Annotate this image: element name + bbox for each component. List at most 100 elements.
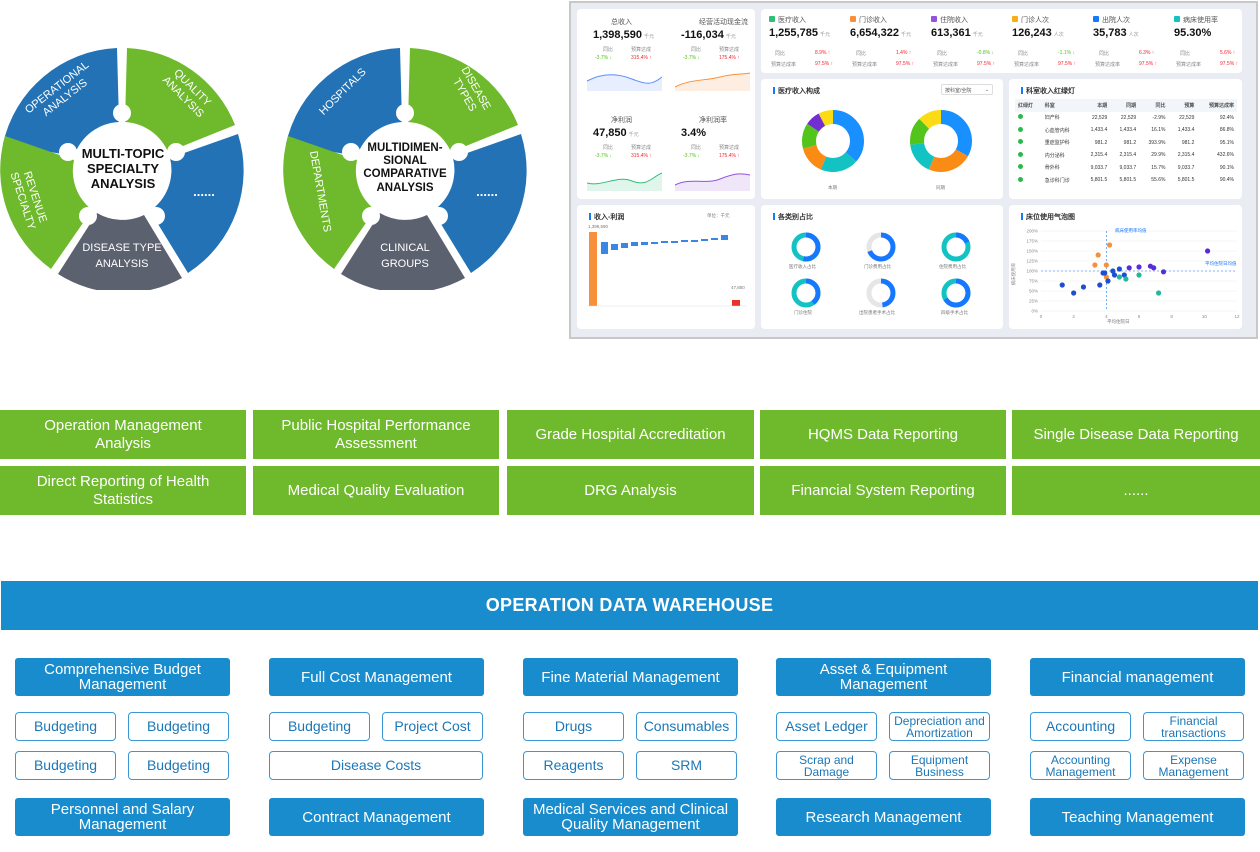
- module-bottom-button[interactable]: Research Management: [776, 798, 991, 836]
- module-bottom-button[interactable]: Contract Management: [269, 798, 484, 836]
- sub-module-button[interactable]: Financial transactions: [1143, 712, 1244, 741]
- table-header-cell: 同期: [1110, 99, 1140, 112]
- kpi-number: 95.30%: [1174, 27, 1212, 39]
- table-header-cell: 本期: [1081, 99, 1111, 112]
- status-cell: [1015, 149, 1042, 162]
- sub-module-button[interactable]: Disease Costs: [269, 751, 483, 780]
- kpi-card: 经营活动现金流 -116,034 千元 同比 预算达成 -3.7% ↓ 175.4% ↑: [677, 15, 757, 105]
- table-cell: 2,315.4: [1090, 152, 1108, 159]
- kpi-number: 35,783: [1093, 27, 1127, 39]
- svg-text:......: ......: [476, 184, 498, 199]
- report-tag[interactable]: HQMS Data Reporting: [760, 410, 1006, 459]
- table-cell: 9,033.7: [1090, 164, 1108, 171]
- x-tick-label: 8: [1170, 314, 1173, 319]
- report-tag[interactable]: Grade Hospital Accreditation: [507, 410, 754, 459]
- kpi-budget: 97.5% ↑: [896, 61, 915, 67]
- sub-module-button[interactable]: Budgeting: [128, 712, 229, 741]
- report-tag[interactable]: Direct Reporting of Health Statistics: [0, 466, 246, 515]
- sub-module-button[interactable]: Budgeting: [15, 712, 116, 741]
- bubble-chart: 200% 175% 150% 125% 100% 75% 50% 25% 0%0 2 4 6 8 10 12…: [1010, 229, 1240, 320]
- kpi-budget: 175.4% ↑: [719, 153, 740, 159]
- table-cell: 9,033.7: [1119, 164, 1137, 171]
- y-axis-label: 病床使用率: [1010, 262, 1017, 285]
- table-cell: 95.1%: [1219, 139, 1234, 146]
- y-tick-label: 125%: [1026, 259, 1038, 264]
- sub-module-button[interactable]: Consumables: [636, 712, 737, 741]
- panel-title: 收入-利润: [589, 212, 624, 222]
- module-bottom-button[interactable]: Personnel and Salary Management: [15, 798, 230, 836]
- kpi-label: 医疗收入: [778, 17, 806, 24]
- kpi-label: 门诊人次: [1021, 17, 1049, 24]
- sub-module-button[interactable]: Budgeting: [269, 712, 370, 741]
- module-title-button[interactable]: Comprehensive Budget Management: [15, 658, 230, 696]
- kpi-top-panel: 医疗收入 1,255,785 千元 同比 8.9% ↑ 预算达成率 97.5% ↑ 门诊收入 6…: [761, 9, 1242, 73]
- table-cell: 393.9%: [1148, 139, 1166, 146]
- status-dot-icon: [1018, 114, 1023, 120]
- module-title-button[interactable]: Fine Material Management: [523, 658, 738, 696]
- table-cell: 90.1%: [1219, 164, 1234, 171]
- warehouse-banner: OPERATION DATA WAREHOUSE: [1, 581, 1258, 630]
- multi-topic-wheel: OPERATIONALANALYSIS QUALITYANALYSIS ....…: [0, 0, 260, 290]
- sub-module-button[interactable]: Reagents: [523, 751, 624, 780]
- table-row[interactable]: 急诊科门诊 5,801.5 5,801.5 55.6% 5,801.5 90.4%: [1015, 174, 1237, 187]
- kpi-budget: 315.4% ↑: [631, 153, 652, 159]
- y-tick-label: 200%: [1026, 229, 1038, 234]
- report-tag[interactable]: Operation Management Analysis: [0, 410, 246, 459]
- kpi-icon: [769, 16, 775, 22]
- table-row[interactable]: 内分泌科 2,315.4 2,315.4 29.9% 2,315.4 432.6%: [1015, 149, 1237, 162]
- report-tag[interactable]: DRG Analysis: [507, 466, 754, 515]
- kpi-unit: 千元: [725, 34, 736, 40]
- table-row[interactable]: 妇产科 22,529 22,529 -2.9% 22,529 92.4%: [1015, 112, 1237, 125]
- table-cell: 9,033.7: [1177, 164, 1195, 171]
- report-tag[interactable]: Public Hospital Performance Assessment: [253, 410, 499, 459]
- report-tag[interactable]: ......: [1012, 466, 1260, 515]
- kpi-value: 1,398,590 千元: [593, 29, 654, 41]
- report-tag[interactable]: Medical Quality Evaluation: [253, 466, 499, 515]
- sub-module-button[interactable]: Budgeting: [128, 751, 229, 780]
- sub-module-button[interactable]: Project Cost: [382, 712, 483, 741]
- trend-line: [587, 172, 662, 191]
- trend-line: [587, 74, 662, 91]
- sub-module-button[interactable]: Scrap and Damage: [776, 751, 877, 780]
- bubble-point: [1160, 269, 1167, 275]
- table-row[interactable]: 心血管内科 1,433.4 1,433.4 16.1% 1,433.4 86.8%: [1015, 124, 1237, 137]
- table-cell: 981.2: [1094, 139, 1108, 146]
- sub-module-button[interactable]: Expense Management: [1143, 751, 1244, 780]
- module-bottom-button[interactable]: Teaching Management: [1030, 798, 1245, 836]
- module-title-button[interactable]: Full Cost Management: [269, 658, 484, 696]
- x-axis-label: 平均住院日: [1107, 319, 1130, 324]
- bubble-point: [1136, 264, 1142, 270]
- report-tag[interactable]: Single Disease Data Reporting: [1012, 410, 1260, 459]
- donut-label: 同期: [936, 185, 945, 190]
- bubble-panel: 床位使用气泡图 200% 175% 150% 125% 100% 75% 50% 25% 0% 0…: [1009, 205, 1242, 329]
- status-cell: [1015, 162, 1042, 175]
- waterfall-last-value: 47,850: [731, 285, 745, 290]
- kpi-yoy: -3.7% ↓: [683, 153, 700, 159]
- sub-module-button[interactable]: Accounting Management: [1030, 751, 1131, 780]
- table-row[interactable]: 骨外科 9,033.7 9,033.7 15.7% 9,033.7 90.1%: [1015, 162, 1237, 175]
- ratio-label: 四级手术占比: [941, 310, 968, 315]
- sub-module-button[interactable]: Budgeting: [15, 751, 116, 780]
- sub-module-button[interactable]: SRM: [636, 751, 737, 780]
- module-bottom-button[interactable]: Medical Services and Clinical Quality Ma…: [523, 798, 738, 836]
- kpi-sub-label: 同比: [603, 145, 614, 151]
- status-cell: [1015, 112, 1042, 125]
- sub-module-button[interactable]: Asset Ledger: [776, 712, 877, 741]
- kpi-budget: 97.5% ↑: [1058, 61, 1077, 67]
- kpi-budget: 175.4% ↑: [719, 55, 740, 61]
- table-cell: 22,529: [1179, 114, 1195, 121]
- report-tag[interactable]: Financial System Reporting: [760, 466, 1006, 515]
- table-row[interactable]: 重症监护科 981.2 981.2 393.9% 981.2 95.1%: [1015, 137, 1237, 150]
- scope-select[interactable]: 按科室/全院 ⌄: [941, 84, 993, 95]
- module-title-button[interactable]: Financial management: [1030, 658, 1245, 696]
- sub-module-button[interactable]: Depreciation and Amortization: [889, 712, 990, 741]
- ratio-label: 门诊住院: [794, 310, 812, 315]
- sub-module-button[interactable]: Drugs: [523, 712, 624, 741]
- sub-module-button[interactable]: Accounting: [1030, 712, 1131, 741]
- module-title-button[interactable]: Asset & Equipment Management: [776, 658, 991, 696]
- wheel-center-label: MULTI-TOPIC SPECIALTY ANALYSIS: [81, 146, 165, 191]
- kpi-sub-label: 同比: [1180, 51, 1191, 57]
- kpi-budget: 97.5% ↑: [1139, 61, 1158, 67]
- sub-module-button[interactable]: Equipment Business: [889, 751, 990, 780]
- table-cell: 55.6%: [1151, 177, 1166, 184]
